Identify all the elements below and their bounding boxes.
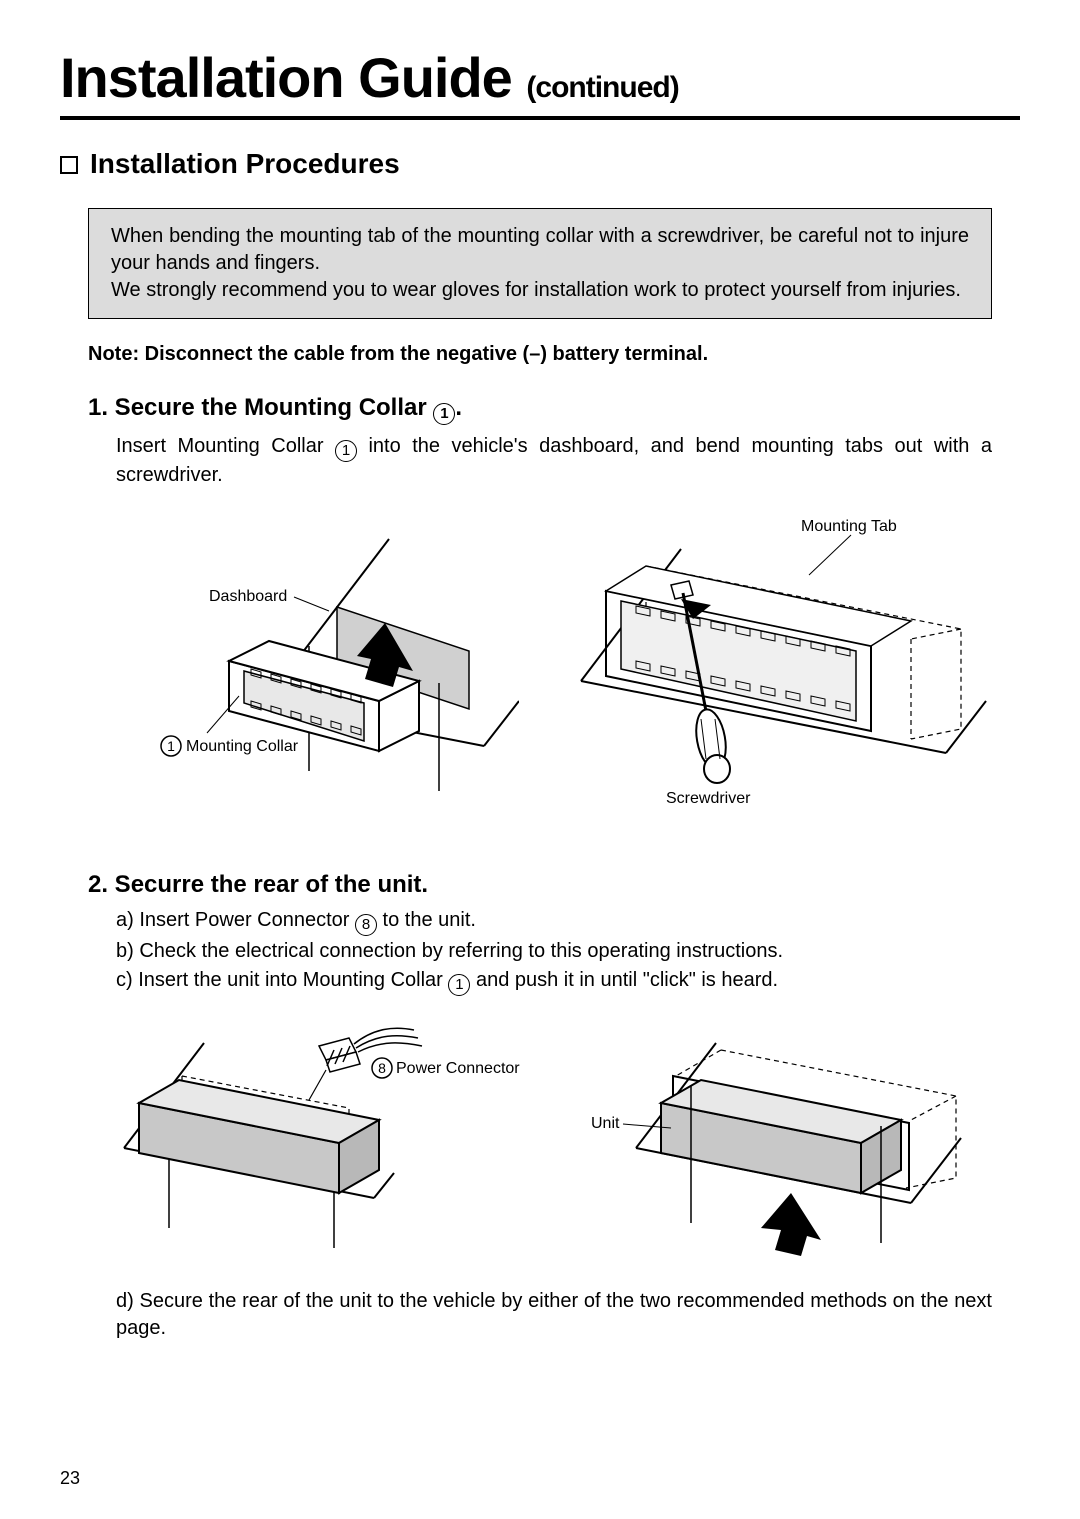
section-heading: Installation Procedures: [60, 148, 1020, 180]
section-heading-text: Installation Procedures: [90, 148, 400, 180]
warning-line2: We strongly recommend you to wear gloves…: [111, 277, 969, 304]
label-mounting-collar: Mounting Collar: [186, 738, 299, 755]
circled-8-icon: 8: [355, 914, 377, 936]
label-power-connector: Power Connector: [396, 1060, 520, 1077]
step2-b: b) Check the electrical connection by re…: [116, 938, 992, 965]
circled-1-icon: 1: [335, 440, 357, 462]
label-unit: Unit: [591, 1115, 620, 1132]
title-text: Installation Guide: [60, 46, 512, 109]
step2-body: a) Insert Power Connector 8 to the unit.…: [116, 907, 992, 996]
figure-row-1: Dashboard: [88, 501, 992, 841]
circled-1-icon: 1: [448, 974, 470, 996]
page-number: 23: [60, 1468, 80, 1489]
label-screwdriver: Screwdriver: [666, 790, 751, 807]
figure-row-2: 8 Power Connector: [88, 1008, 992, 1258]
step1-heading-suffix: .: [455, 394, 462, 421]
page-title: Installation Guide (continued): [60, 50, 1020, 106]
step2-a: a) Insert Power Connector 8 to the unit.: [116, 907, 992, 936]
arrow-icon: [761, 1193, 821, 1256]
step2-d: d) Secure the rear of the unit to the ve…: [116, 1288, 992, 1342]
warning-line1: When bending the mounting tab of the mou…: [111, 223, 969, 277]
step2-heading: 2. Securre the rear of the unit.: [88, 871, 992, 899]
figure-2-left: 8 Power Connector: [88, 1008, 530, 1258]
step1-heading-prefix: 1. Secure the Mounting Collar: [88, 394, 433, 421]
label-dashboard: Dashboard: [209, 588, 287, 605]
square-bullet-icon: [60, 156, 78, 174]
label-num-1: 1: [167, 738, 175, 754]
warning-box: When bending the mounting tab of the mou…: [88, 208, 992, 319]
figure-1-left: Dashboard: [88, 501, 530, 831]
title-continued: (continued): [526, 71, 678, 104]
step1-body: Insert Mounting Collar 1 into the vehicl…: [116, 433, 992, 489]
figure-2-right: Unit: [550, 1008, 992, 1258]
circled-1-icon: 1: [433, 403, 455, 425]
label-num-8: 8: [378, 1060, 386, 1076]
step1-body-a: Insert Mounting Collar: [116, 435, 335, 457]
title-rule: [60, 116, 1020, 120]
step1-heading: 1. Secure the Mounting Collar 1.: [88, 394, 992, 425]
label-mounting-tab: Mounting Tab: [801, 518, 897, 535]
figure-1-right: Mounting Tab: [550, 501, 992, 841]
step2-c: c) Insert the unit into Mounting Collar …: [116, 967, 992, 996]
note-text: Note: Disconnect the cable from the nega…: [88, 343, 992, 366]
